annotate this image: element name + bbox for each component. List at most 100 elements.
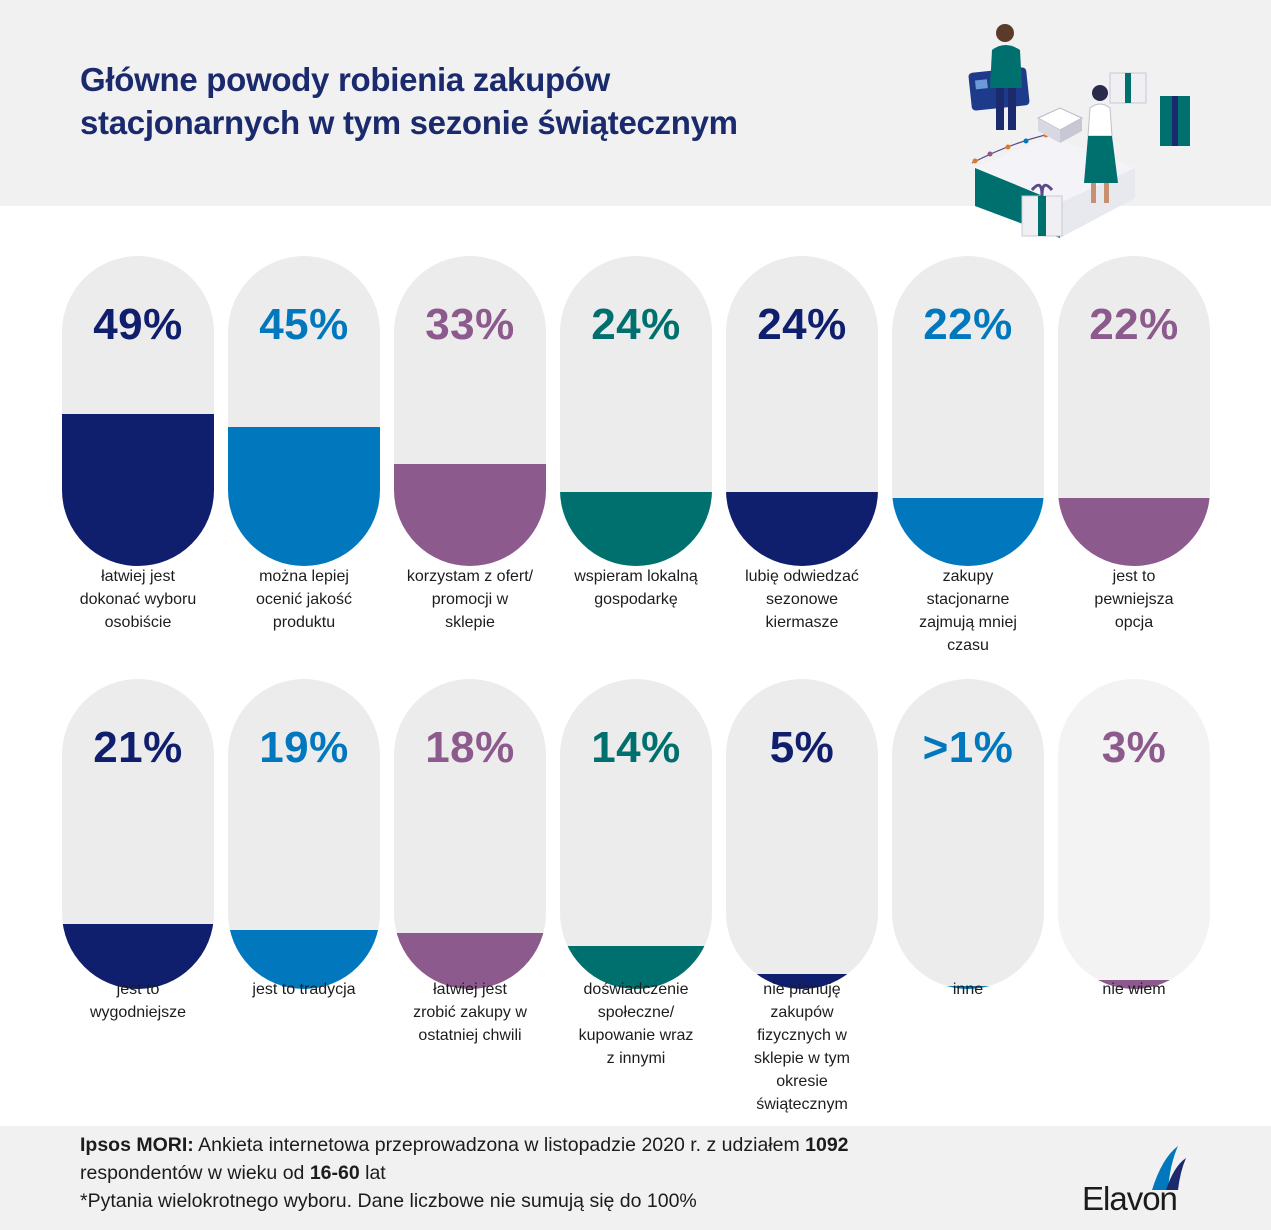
value-label: 21%	[93, 723, 183, 772]
category-label-line: ocenić jakość	[255, 591, 353, 608]
title-line-1: Główne powody robienia zakupów	[80, 61, 611, 98]
category-label-line: okresie	[776, 1073, 828, 1090]
category-label-line: zakupów	[770, 1004, 834, 1021]
category-label-line: produktu	[272, 614, 336, 631]
category-label: łatwiej jest dokonać wyboru osobiście	[62, 565, 214, 634]
bar-fill	[1058, 497, 1210, 566]
elavon-logo: Elavon	[1082, 1138, 1197, 1218]
bar-fill	[394, 463, 546, 566]
footnote: *Pytania wielokrotnego wyboru. Dane licz…	[80, 1190, 697, 1212]
category-label-line: świątecznym	[756, 1096, 848, 1113]
category-label-line: gospodarkę	[594, 591, 678, 608]
bar-pill: 24%	[726, 256, 878, 566]
value-label: 24%	[591, 300, 681, 349]
value-label: 22%	[1089, 300, 1179, 349]
bar-pill: 49%	[62, 256, 214, 566]
respondents-text: respondentów w wieku od	[80, 1162, 310, 1184]
respondents-count: 1092	[805, 1134, 849, 1156]
value-label: 45%	[259, 300, 349, 349]
bar-fill	[726, 973, 878, 989]
category-label-line: kiermasze	[765, 614, 839, 631]
category-label-line: łatwiej jest	[101, 568, 175, 585]
category-label-line: czasu	[947, 637, 989, 654]
category-label-line: stacjonarne	[926, 591, 1010, 608]
value-label: 14%	[591, 723, 681, 772]
category-label: doświadczenie społeczne/kupowanie wraz z i…	[560, 978, 712, 1070]
shopping-cashier-illustration	[968, 24, 1190, 238]
footer: Ipsos MORI: Ankieta internetowa przeprow…	[0, 1126, 1271, 1230]
category-label: można lepiej ocenić jakość produktu	[228, 565, 380, 634]
value-label: 49%	[93, 300, 183, 349]
bar-fill	[726, 491, 878, 566]
category-label: jest to wygodniejsze	[62, 978, 214, 1024]
category-label-line: ostatniej chwili	[418, 1027, 522, 1044]
bar-pill: 3%	[1058, 679, 1210, 989]
category-label: nie planuję zakupów fizycznych w sklepie w …	[726, 978, 878, 1116]
bar-fill	[62, 414, 214, 566]
category-label-line: lubię odwiedzać	[745, 568, 859, 585]
category-label-line: korzystam z ofert/	[406, 568, 534, 585]
category-label-line: fizycznych w	[757, 1027, 847, 1044]
value-label: 24%	[757, 300, 847, 349]
bar-pill: 22%	[1058, 256, 1210, 566]
bar-fill	[62, 923, 214, 989]
elavon-swoosh-icon	[1152, 1146, 1186, 1190]
category-label: lubię odwiedzać sezonowe kiermasze	[726, 565, 878, 634]
category-label-line: zajmują mniej	[919, 614, 1017, 631]
value-label: 22%	[923, 300, 1013, 349]
category-label-line: nie wiem	[1102, 981, 1166, 998]
respondents-line: respondentów w wieku od 16-60 lat	[80, 1162, 386, 1185]
category-label-line: wygodniejsze	[89, 1004, 187, 1021]
bar-pill: 24%	[560, 256, 712, 566]
bar-fill	[228, 930, 380, 989]
header-band: Główne powody robienia zakupów stacjonar…	[0, 0, 1271, 206]
category-label: zakupy stacjonarne zajmują mniej czasu	[892, 565, 1044, 657]
category-label-line: osobiście	[104, 614, 172, 631]
category-label-line: społeczne/	[597, 1004, 675, 1021]
value-label: >1%	[922, 723, 1014, 772]
bar-pill: 18%	[394, 679, 546, 989]
category-label-line: nie planuję	[763, 981, 841, 998]
category-label-line: sklepie	[445, 614, 495, 631]
bar-fill	[394, 933, 546, 989]
value-label: 18%	[425, 723, 515, 772]
page-title: Główne powody robienia zakupów stacjonar…	[80, 58, 738, 144]
bar-pill: 45%	[228, 256, 380, 566]
category-label-line: zakupy	[942, 568, 994, 585]
category-label-line: sklepie w tym	[753, 1050, 851, 1067]
category-label: wspieram lokalną gospodarkę	[560, 565, 712, 611]
category-label-line: można lepiej	[259, 568, 349, 585]
category-label-line: z innymi	[606, 1050, 666, 1067]
category-label-line: łatwiej jest	[433, 981, 507, 998]
age-range: 16-60	[309, 1162, 360, 1184]
category-label: jest to pewniejsza opcja	[1058, 565, 1210, 634]
bar-pill: 33%	[394, 256, 546, 566]
category-label-line: sezonowe	[765, 591, 839, 608]
source-bold: Ipsos MORI:	[80, 1134, 194, 1156]
category-label: inne	[892, 978, 1044, 1001]
title-line-2: stacjonarnych w tym sezonie świątecznym	[80, 104, 738, 141]
logo-text: Elavon	[1082, 1180, 1178, 1217]
bar-pill: 14%	[560, 679, 712, 989]
category-label-line: kupowanie wraz	[578, 1027, 694, 1044]
bar-fill	[560, 945, 712, 989]
value-label: 33%	[425, 300, 515, 349]
category-label-line: doświadczenie	[583, 981, 689, 998]
bar-pill: 19%	[228, 679, 380, 989]
bar-pill: 22%	[892, 256, 1044, 566]
value-label: 3%	[1101, 723, 1167, 772]
category-label: korzystam z ofert/promocji w sklepie	[394, 565, 546, 634]
category-label-line: zrobić zakupy w	[413, 1004, 527, 1021]
category-label: jest to tradycja	[228, 978, 380, 1001]
value-label: 5%	[769, 723, 835, 772]
bar-fill	[892, 985, 1044, 989]
category-label-line: promocji w	[431, 591, 509, 608]
bar-fill	[560, 491, 712, 566]
bar-pill: 21%	[62, 679, 214, 989]
category-label-line: inne	[952, 981, 984, 998]
age-unit: lat	[359, 1162, 386, 1184]
source-line: Ipsos MORI: Ankieta internetowa przeprow…	[80, 1134, 849, 1157]
category-label-line: jest to tradycja	[252, 981, 356, 998]
category-label: łatwiej jest zrobić zakupy w ostatniej chw…	[394, 978, 546, 1047]
bar-fill	[1058, 979, 1210, 989]
